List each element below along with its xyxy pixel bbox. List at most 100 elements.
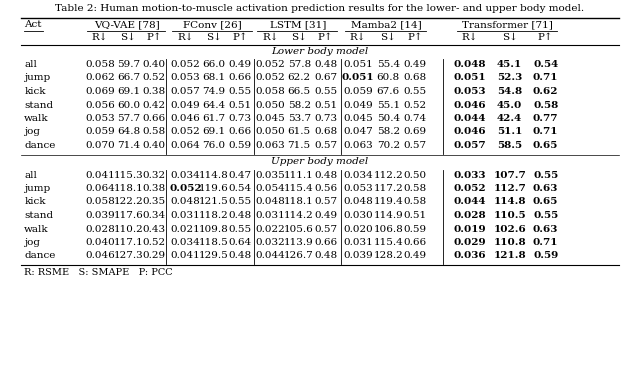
- Text: 0.052: 0.052: [256, 73, 285, 82]
- Text: S↓: S↓: [120, 33, 136, 42]
- Text: 112.2: 112.2: [373, 170, 403, 179]
- Text: 0.58: 0.58: [403, 197, 426, 206]
- Text: 0.020: 0.020: [343, 224, 373, 233]
- Text: 0.052: 0.052: [170, 60, 200, 69]
- Text: 106.8: 106.8: [373, 224, 403, 233]
- Text: 66.7: 66.7: [117, 73, 140, 82]
- Text: 0.021: 0.021: [170, 224, 200, 233]
- Text: 0.74: 0.74: [403, 114, 426, 123]
- Text: 0.049: 0.049: [170, 100, 200, 109]
- Text: 0.050: 0.050: [256, 100, 285, 109]
- Text: stand: stand: [24, 211, 53, 220]
- Text: 0.38: 0.38: [143, 87, 166, 96]
- Text: 0.73: 0.73: [314, 114, 337, 123]
- Text: 0.34: 0.34: [143, 211, 166, 220]
- Text: 0.32: 0.32: [143, 170, 166, 179]
- Text: 0.55: 0.55: [533, 170, 558, 179]
- Text: 0.052: 0.052: [170, 127, 200, 136]
- Text: 0.040: 0.040: [85, 238, 115, 247]
- Text: 0.69: 0.69: [403, 127, 426, 136]
- Text: 0.66: 0.66: [314, 238, 337, 247]
- Text: 52.3: 52.3: [497, 73, 522, 82]
- Text: VQ-VAE [78]: VQ-VAE [78]: [94, 20, 160, 29]
- Text: 0.048: 0.048: [343, 197, 373, 206]
- Text: 74.9: 74.9: [202, 87, 225, 96]
- Text: 0.59: 0.59: [403, 224, 426, 233]
- Text: 58.2: 58.2: [287, 100, 310, 109]
- Text: 0.62: 0.62: [533, 87, 559, 96]
- Text: 102.6: 102.6: [493, 224, 526, 233]
- Text: P↑: P↑: [407, 33, 422, 42]
- Text: 0.42: 0.42: [143, 100, 166, 109]
- Text: 0.38: 0.38: [143, 184, 166, 193]
- Text: kick: kick: [24, 197, 45, 206]
- Text: 0.71: 0.71: [533, 238, 559, 247]
- Text: 0.40: 0.40: [143, 141, 166, 150]
- Text: 0.63: 0.63: [533, 184, 558, 193]
- Text: 115.3: 115.3: [113, 170, 143, 179]
- Text: Lower body model: Lower body model: [271, 47, 369, 56]
- Text: 112.7: 112.7: [493, 184, 526, 193]
- Text: 0.049: 0.049: [343, 100, 373, 109]
- Text: 0.54: 0.54: [533, 60, 558, 69]
- Text: 71.5: 71.5: [287, 141, 310, 150]
- Text: 0.55: 0.55: [403, 87, 426, 96]
- Text: P↑: P↑: [538, 33, 554, 42]
- Text: 0.070: 0.070: [85, 141, 115, 150]
- Text: 69.1: 69.1: [202, 127, 225, 136]
- Text: 0.77: 0.77: [533, 114, 559, 123]
- Text: 45.0: 45.0: [497, 100, 522, 109]
- Text: 50.4: 50.4: [377, 114, 400, 123]
- Text: 0.034: 0.034: [170, 170, 200, 179]
- Text: 0.022: 0.022: [256, 224, 285, 233]
- Text: jump: jump: [24, 73, 51, 82]
- Text: walk: walk: [24, 224, 49, 233]
- Text: 0.35: 0.35: [143, 197, 166, 206]
- Text: 67.6: 67.6: [377, 87, 400, 96]
- Text: 61.7: 61.7: [202, 114, 225, 123]
- Text: 111.1: 111.1: [284, 170, 314, 179]
- Text: jog: jog: [24, 127, 40, 136]
- Text: R↓: R↓: [177, 33, 193, 42]
- Text: dance: dance: [24, 141, 56, 150]
- Text: kick: kick: [24, 87, 45, 96]
- Text: 118.5: 118.5: [199, 238, 228, 247]
- Text: R↓: R↓: [461, 33, 478, 42]
- Text: Table 2: Human motion-to-muscle activation prediction results for the lower- and: Table 2: Human motion-to-muscle activati…: [56, 4, 584, 13]
- Text: 0.48: 0.48: [228, 211, 252, 220]
- Text: 107.7: 107.7: [493, 170, 526, 179]
- Text: 0.046: 0.046: [454, 127, 486, 136]
- Text: 0.031: 0.031: [170, 211, 200, 220]
- Text: S↓: S↓: [291, 33, 307, 42]
- Text: P↑: P↑: [232, 33, 248, 42]
- Text: 0.053: 0.053: [454, 87, 486, 96]
- Text: 0.65: 0.65: [533, 141, 558, 150]
- Text: 0.058: 0.058: [85, 60, 115, 69]
- Text: 0.49: 0.49: [403, 60, 426, 69]
- Text: 0.55: 0.55: [228, 87, 252, 96]
- Text: 61.5: 61.5: [287, 127, 310, 136]
- Text: 0.52: 0.52: [143, 238, 166, 247]
- Text: Upper body model: Upper body model: [271, 158, 369, 167]
- Text: 0.053: 0.053: [170, 73, 200, 82]
- Text: 114.9: 114.9: [373, 211, 403, 220]
- Text: 0.045: 0.045: [256, 114, 285, 123]
- Text: 114.2: 114.2: [284, 211, 314, 220]
- Text: 0.55: 0.55: [533, 211, 558, 220]
- Text: 0.059: 0.059: [343, 87, 373, 96]
- Text: 0.57: 0.57: [403, 141, 426, 150]
- Text: 0.029: 0.029: [454, 238, 486, 247]
- Text: 0.047: 0.047: [343, 127, 373, 136]
- Text: 0.059: 0.059: [85, 127, 115, 136]
- Text: S↓: S↓: [380, 33, 396, 42]
- Text: 0.062: 0.062: [85, 73, 115, 82]
- Text: 0.052: 0.052: [256, 60, 285, 69]
- Text: 0.057: 0.057: [454, 141, 486, 150]
- Text: stand: stand: [24, 100, 53, 109]
- Text: 122.2: 122.2: [113, 197, 143, 206]
- Text: 127.3: 127.3: [113, 252, 143, 261]
- Text: 58.2: 58.2: [377, 127, 400, 136]
- Text: R↓: R↓: [92, 33, 108, 42]
- Text: 0.71: 0.71: [533, 73, 559, 82]
- Text: Mamba2 [14]: Mamba2 [14]: [351, 20, 422, 29]
